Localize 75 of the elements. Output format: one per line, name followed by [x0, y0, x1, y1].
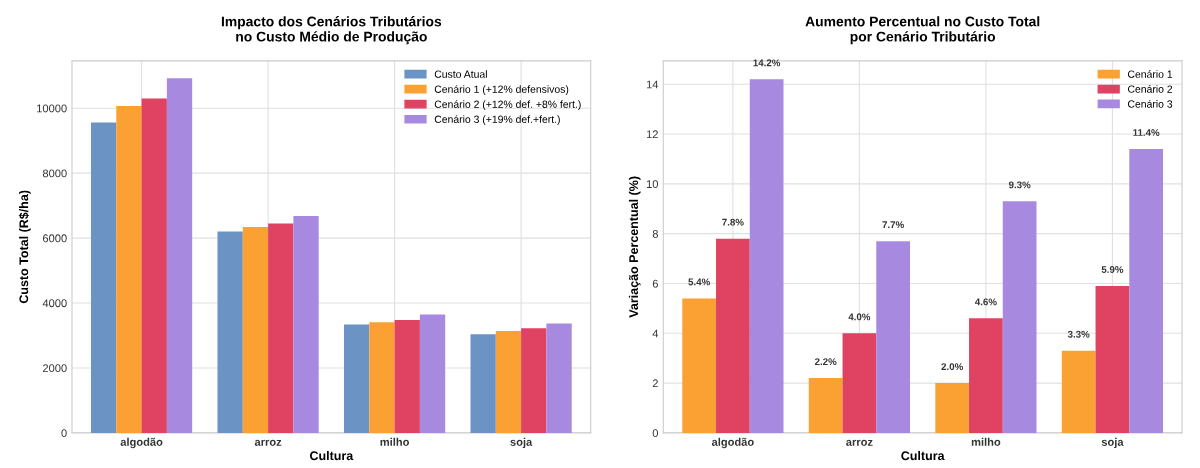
- y-axis-title: Variação Percentual (%): [628, 176, 641, 318]
- bar: [682, 298, 717, 433]
- x-tick-label: algodão: [120, 437, 163, 449]
- bar: [546, 323, 572, 433]
- legend-label: Cenário 2 (+12% def. +8% fert.): [434, 100, 581, 110]
- legend-label: Cenário 3 (+19% def.+fert.): [434, 115, 560, 126]
- bar: [90, 122, 117, 433]
- y-axis-title: Custo Total (R$/ha): [18, 190, 31, 304]
- bar: [166, 78, 193, 433]
- legend-label: Cenário 1 (+12% defensivos): [434, 85, 569, 95]
- bar: [716, 238, 750, 433]
- bar: [842, 333, 877, 433]
- data-label: 11.4%: [1133, 129, 1160, 136]
- x-tick-label: arroz: [846, 439, 873, 446]
- x-tick-label: milho: [380, 437, 409, 446]
- y-tick-label: 10: [646, 180, 659, 188]
- data-label: 4.6%: [974, 298, 997, 306]
- data-label: 2.2%: [814, 358, 837, 366]
- bar: [141, 98, 167, 433]
- legend-label: Cenário 1: [1127, 70, 1173, 78]
- data-label: 9.3%: [1008, 181, 1031, 189]
- y-tick-label: 14: [646, 80, 659, 89]
- data-label: 5.9%: [1101, 266, 1124, 273]
- bar: [293, 216, 319, 433]
- data-label: 7.8%: [722, 218, 744, 226]
- bar: [268, 223, 294, 433]
- bar: [419, 314, 446, 433]
- bar: [1095, 285, 1130, 433]
- bar: [470, 334, 496, 433]
- data-label: 3.3%: [1067, 330, 1090, 338]
- x-tick-label: milho: [971, 437, 1001, 446]
- y-tick-label: 10000: [37, 104, 67, 113]
- y-tick-label: 0: [61, 429, 67, 438]
- data-label: 2.0%: [941, 363, 963, 371]
- data-label: 7.7%: [882, 221, 904, 229]
- x-axis-title: Cultura: [901, 450, 945, 461]
- bar: [1002, 201, 1037, 433]
- bar: [369, 322, 395, 433]
- bar: [242, 227, 269, 433]
- legend-label: Cenário 3: [1127, 99, 1173, 108]
- y-tick-label: 8000: [42, 169, 67, 178]
- x-axis-title: Cultura: [309, 450, 354, 461]
- chart-title: Aumento Percentual no Custo Total por Cenário Tributário: [805, 16, 1040, 45]
- bar: [876, 241, 910, 433]
- bar: [495, 330, 522, 433]
- bar: [808, 378, 843, 433]
- y-tick-label: 4: [652, 329, 659, 338]
- bar: [344, 324, 370, 433]
- chart-title: Impacto dos Cenários Tributários no Custo Médio de Produção: [221, 16, 442, 45]
- y-tick-label: 2: [652, 379, 658, 388]
- bar: [521, 328, 547, 433]
- legend-label: Custo Atual: [434, 70, 487, 78]
- bar: [935, 383, 970, 433]
- data-label: 4.0%: [848, 313, 871, 321]
- y-tick-label: 2000: [42, 364, 67, 373]
- bar: [394, 319, 420, 433]
- y-tick-label: 0: [652, 429, 659, 438]
- x-tick-label: soja: [510, 437, 533, 449]
- y-tick-label: 12: [646, 130, 658, 139]
- bar: [1061, 350, 1096, 433]
- bar: [116, 105, 142, 433]
- y-tick-label: 6000: [42, 234, 67, 243]
- bar: [217, 231, 243, 433]
- x-tick-label: arroz: [254, 439, 282, 446]
- y-tick-label: 4000: [42, 299, 67, 308]
- data-label: 5.4%: [688, 278, 710, 286]
- x-tick-label: soja: [1101, 437, 1124, 449]
- data-label: 14.2%: [753, 59, 781, 67]
- bar: [1129, 149, 1164, 433]
- x-tick-label: algodão: [711, 437, 754, 449]
- y-tick-label: 6: [652, 279, 658, 288]
- y-tick-label: 8: [652, 229, 658, 238]
- bar: [749, 79, 784, 433]
- bar: [969, 318, 1003, 433]
- legend-label: Cenário 2: [1127, 85, 1173, 93]
